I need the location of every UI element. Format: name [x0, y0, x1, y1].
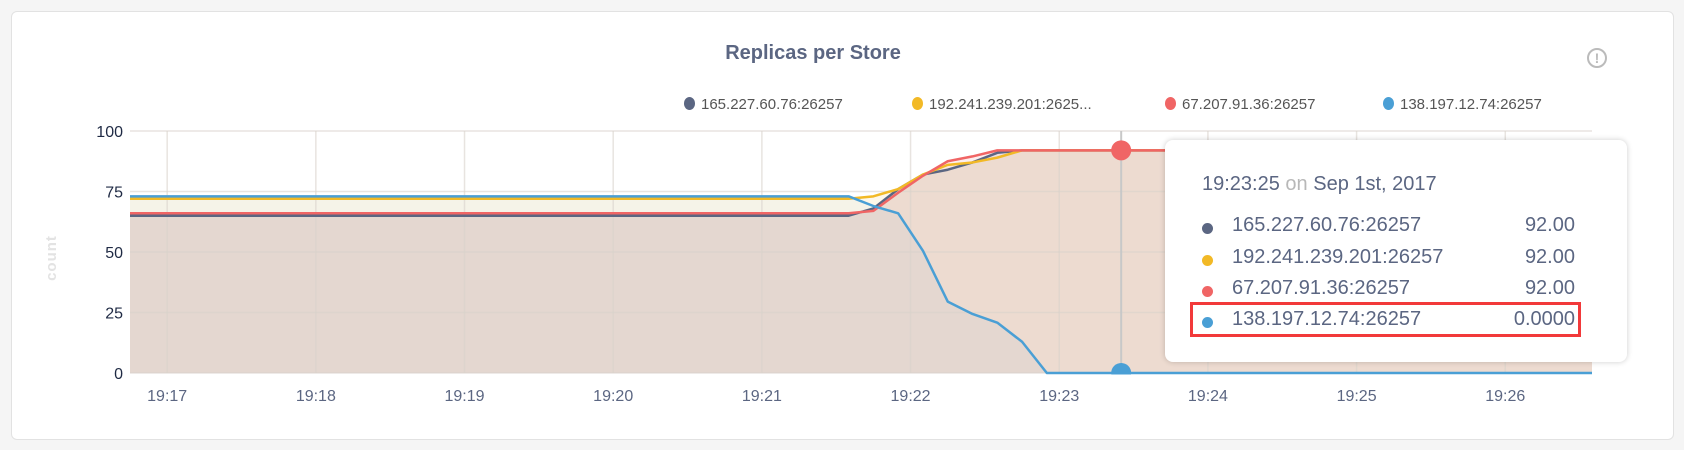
series-dot-icon: [1202, 286, 1213, 297]
legend-dot-icon: [1383, 97, 1394, 110]
x-tick-label: 19:24: [1188, 388, 1228, 405]
y-tick-label: 0: [114, 366, 123, 383]
tooltip-on: on: [1285, 173, 1308, 195]
hover-marker: [1111, 140, 1132, 161]
series-dot-icon: [1202, 223, 1213, 234]
tooltip-row-value: 92.00: [1524, 214, 1575, 236]
tooltip-row-value: 0.0000: [1513, 308, 1575, 330]
tooltip-row: 165.227.60.76:26257 92.00: [1202, 214, 1575, 244]
marker-clip: [1109, 374, 1134, 389]
legend-item[interactable]: 67.207.91.36:26257: [1165, 96, 1315, 113]
y-tick-label: 100: [96, 124, 123, 141]
legend-label: 165.227.60.76:26257: [701, 96, 843, 113]
tooltip-row-value: 92.00: [1524, 246, 1575, 268]
legend-item[interactable]: 165.227.60.76:26257: [684, 96, 843, 113]
legend-label: 138.197.12.74:26257: [1400, 96, 1542, 113]
x-tick-label: 19:19: [445, 388, 485, 405]
legend-dot-icon: [912, 97, 923, 110]
x-tick-label: 19:22: [891, 388, 931, 405]
series-line: [130, 195, 1592, 375]
x-tick-label: 19:18: [296, 388, 336, 405]
tooltip-time: 19:23:25: [1202, 173, 1280, 195]
legend-dot-icon: [684, 97, 695, 110]
tooltip-row-name: 192.241.239.201:26257: [1232, 246, 1444, 268]
y-tick-label: 75: [105, 185, 123, 202]
y-tick-label: 50: [105, 245, 123, 262]
legend-dot-icon: [1165, 97, 1176, 110]
series-dot-icon: [1202, 255, 1213, 266]
x-tick-label: 19:21: [742, 388, 782, 405]
y-tick-label: 25: [105, 306, 123, 323]
series-dot-icon: [1202, 317, 1213, 328]
tooltip-row: 67.207.91.36:26257 92.00: [1202, 277, 1575, 307]
x-tick-label: 19:26: [1485, 388, 1525, 405]
legend-label: 67.207.91.36:26257: [1182, 96, 1316, 113]
tooltip-title: 19:23:25 on Sep 1st, 2017: [1202, 173, 1437, 196]
series-area: [130, 196, 1592, 373]
y-axis-label: count: [43, 235, 60, 281]
tooltip-row: 192.241.239.201:26257 92.00: [1202, 246, 1575, 276]
chart-title: Replicas per Store: [725, 42, 901, 64]
series-line: [130, 149, 1592, 215]
tooltip-row: 138.197.12.74:26257 0.0000: [1202, 308, 1575, 338]
tooltip-row-name: 138.197.12.74:26257: [1232, 308, 1422, 330]
hover-tooltip: 19:23:25 on Sep 1st, 2017 165.227.60.76:…: [1165, 140, 1627, 362]
legend-label: 192.241.239.201:2625...: [929, 96, 1092, 113]
legend-item[interactable]: 192.241.239.201:2625...: [912, 96, 1092, 113]
info-circle-icon[interactable]: !: [1587, 48, 1607, 68]
tooltip-date: Sep 1st, 2017: [1313, 173, 1437, 195]
highlight-box: [1190, 302, 1581, 337]
x-tick-label: 19:25: [1337, 388, 1377, 405]
tooltip-row-name: 165.227.60.76:26257: [1232, 214, 1422, 236]
tooltip-row-name: 67.207.91.36:26257: [1232, 277, 1410, 299]
x-tick-label: 19:17: [147, 388, 187, 405]
x-tick-label: 19:23: [1039, 388, 1079, 405]
x-tick-label: 19:20: [593, 388, 633, 405]
tooltip-row-value: 92.00: [1524, 277, 1575, 299]
legend-item[interactable]: 138.197.12.74:26257: [1383, 96, 1542, 113]
